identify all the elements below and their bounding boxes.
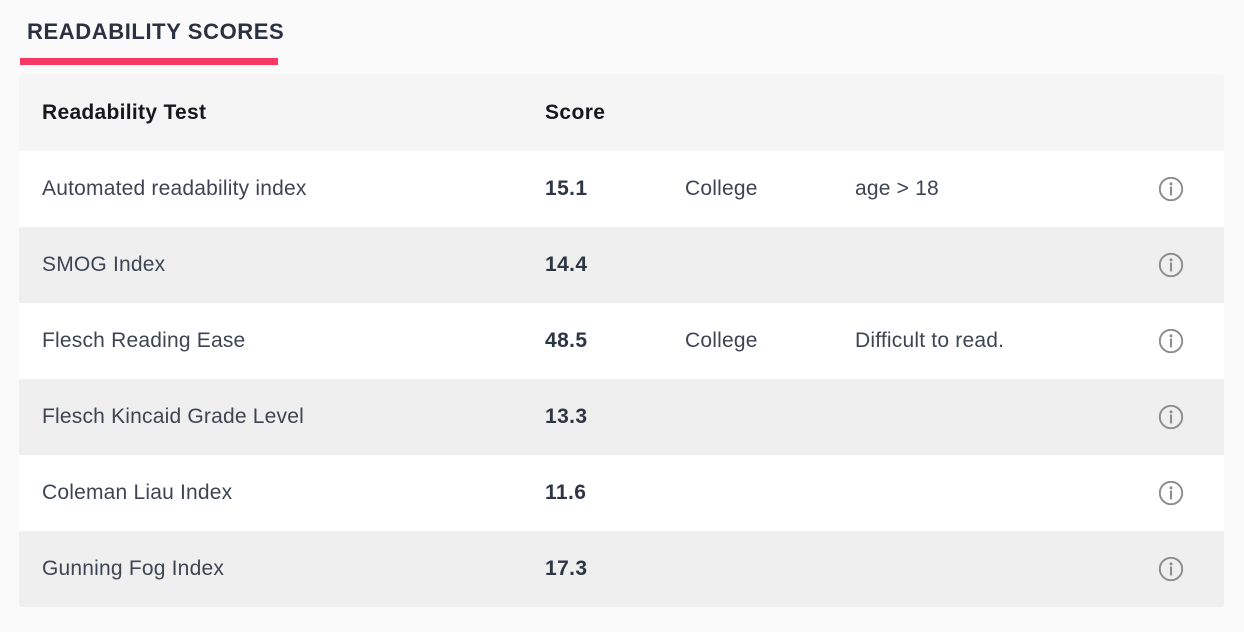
table-row: Flesch Kincaid Grade Level 13.3 bbox=[19, 379, 1224, 455]
heading-wrap: READABILITY SCORES bbox=[20, 17, 285, 65]
column-header-test: Readability Test bbox=[42, 100, 207, 124]
test-score: 15.1 bbox=[545, 177, 588, 200]
readability-scores-panel: READABILITY SCORES Readability Test Scor… bbox=[19, 17, 1224, 607]
test-name: Flesch Reading Ease bbox=[42, 329, 246, 352]
test-score: 48.5 bbox=[545, 329, 588, 352]
info-cell bbox=[1126, 480, 1216, 506]
score-note: age > 18 bbox=[855, 177, 939, 200]
info-icon[interactable] bbox=[1158, 480, 1184, 506]
info-cell bbox=[1126, 328, 1216, 354]
info-cell bbox=[1126, 252, 1216, 278]
column-header-score: Score bbox=[545, 100, 606, 124]
test-score: 14.4 bbox=[545, 253, 588, 276]
test-score: 11.6 bbox=[545, 481, 587, 504]
page-title: READABILITY SCORES bbox=[27, 19, 285, 44]
info-icon[interactable] bbox=[1158, 252, 1184, 278]
test-name: SMOG Index bbox=[42, 253, 166, 276]
info-icon[interactable] bbox=[1158, 176, 1184, 202]
table-row: SMOG Index 14.4 bbox=[19, 227, 1224, 303]
info-cell bbox=[1126, 556, 1216, 582]
table-row: Flesch Reading Ease 48.5 College Difficu… bbox=[19, 303, 1224, 379]
table-row: Automated readability index 15.1 College… bbox=[19, 151, 1224, 227]
test-name: Automated readability index bbox=[42, 177, 307, 200]
info-icon[interactable] bbox=[1158, 404, 1184, 430]
test-name: Gunning Fog Index bbox=[42, 557, 225, 580]
info-icon[interactable] bbox=[1158, 328, 1184, 354]
score-note: Difficult to read. bbox=[855, 329, 1005, 352]
table-body: Automated readability index 15.1 College… bbox=[19, 151, 1224, 607]
grade-level: College bbox=[685, 177, 758, 200]
info-icon[interactable] bbox=[1158, 556, 1184, 582]
readability-table: Readability Test Score Automated readabi… bbox=[19, 74, 1224, 607]
test-name: Flesch Kincaid Grade Level bbox=[42, 405, 304, 428]
title-underline bbox=[20, 58, 278, 65]
info-cell bbox=[1126, 404, 1216, 430]
test-name: Coleman Liau Index bbox=[42, 481, 233, 504]
table-header-row: Readability Test Score bbox=[19, 74, 1224, 151]
test-score: 13.3 bbox=[545, 405, 588, 428]
grade-level: College bbox=[685, 329, 758, 352]
info-cell bbox=[1126, 176, 1216, 202]
table-row: Gunning Fog Index 17.3 bbox=[19, 531, 1224, 607]
table-row: Coleman Liau Index 11.6 bbox=[19, 455, 1224, 531]
test-score: 17.3 bbox=[545, 557, 588, 580]
